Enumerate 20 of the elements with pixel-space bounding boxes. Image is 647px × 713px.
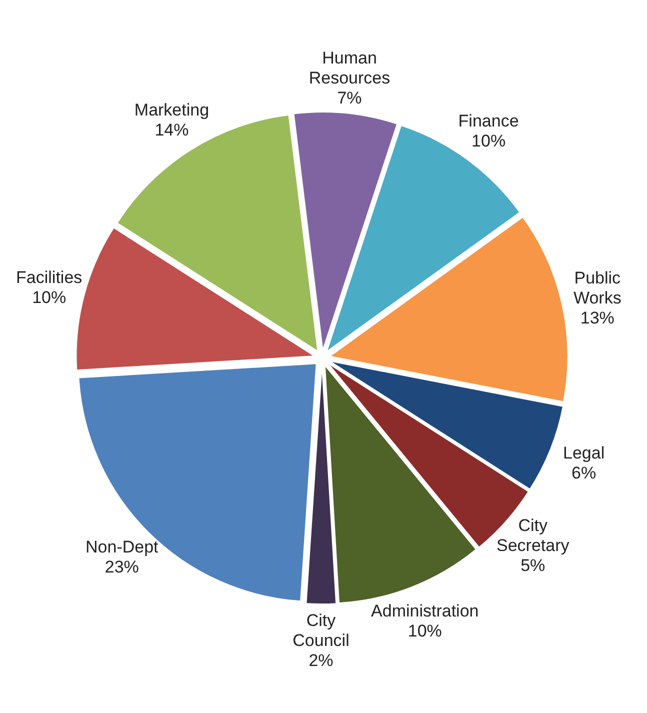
data-label: 10% bbox=[408, 622, 442, 641]
slice-label: Non-Dept bbox=[86, 538, 159, 557]
slice-label: City Secretary bbox=[496, 516, 570, 556]
data-label: 6% bbox=[572, 464, 596, 483]
slice-label: Finance bbox=[458, 111, 519, 130]
slice-label: Legal bbox=[563, 444, 605, 463]
slice-label: Human Resources bbox=[308, 48, 390, 88]
slice-label: Administration bbox=[371, 602, 479, 621]
data-label: 2% bbox=[308, 651, 334, 670]
data-label: 14% bbox=[154, 120, 189, 140]
data-label: 10% bbox=[472, 131, 506, 150]
slice-label: Marketing bbox=[134, 100, 210, 120]
slice-label: Public Works bbox=[573, 268, 622, 308]
data-label: 5% bbox=[520, 556, 546, 576]
data-label: 13% bbox=[580, 308, 614, 328]
data-label: 7% bbox=[337, 88, 362, 108]
data-label: 23% bbox=[104, 558, 139, 577]
slice-label: Facilities bbox=[16, 268, 82, 287]
slice-label: City Council bbox=[292, 611, 350, 650]
data-label: 10% bbox=[32, 288, 66, 307]
